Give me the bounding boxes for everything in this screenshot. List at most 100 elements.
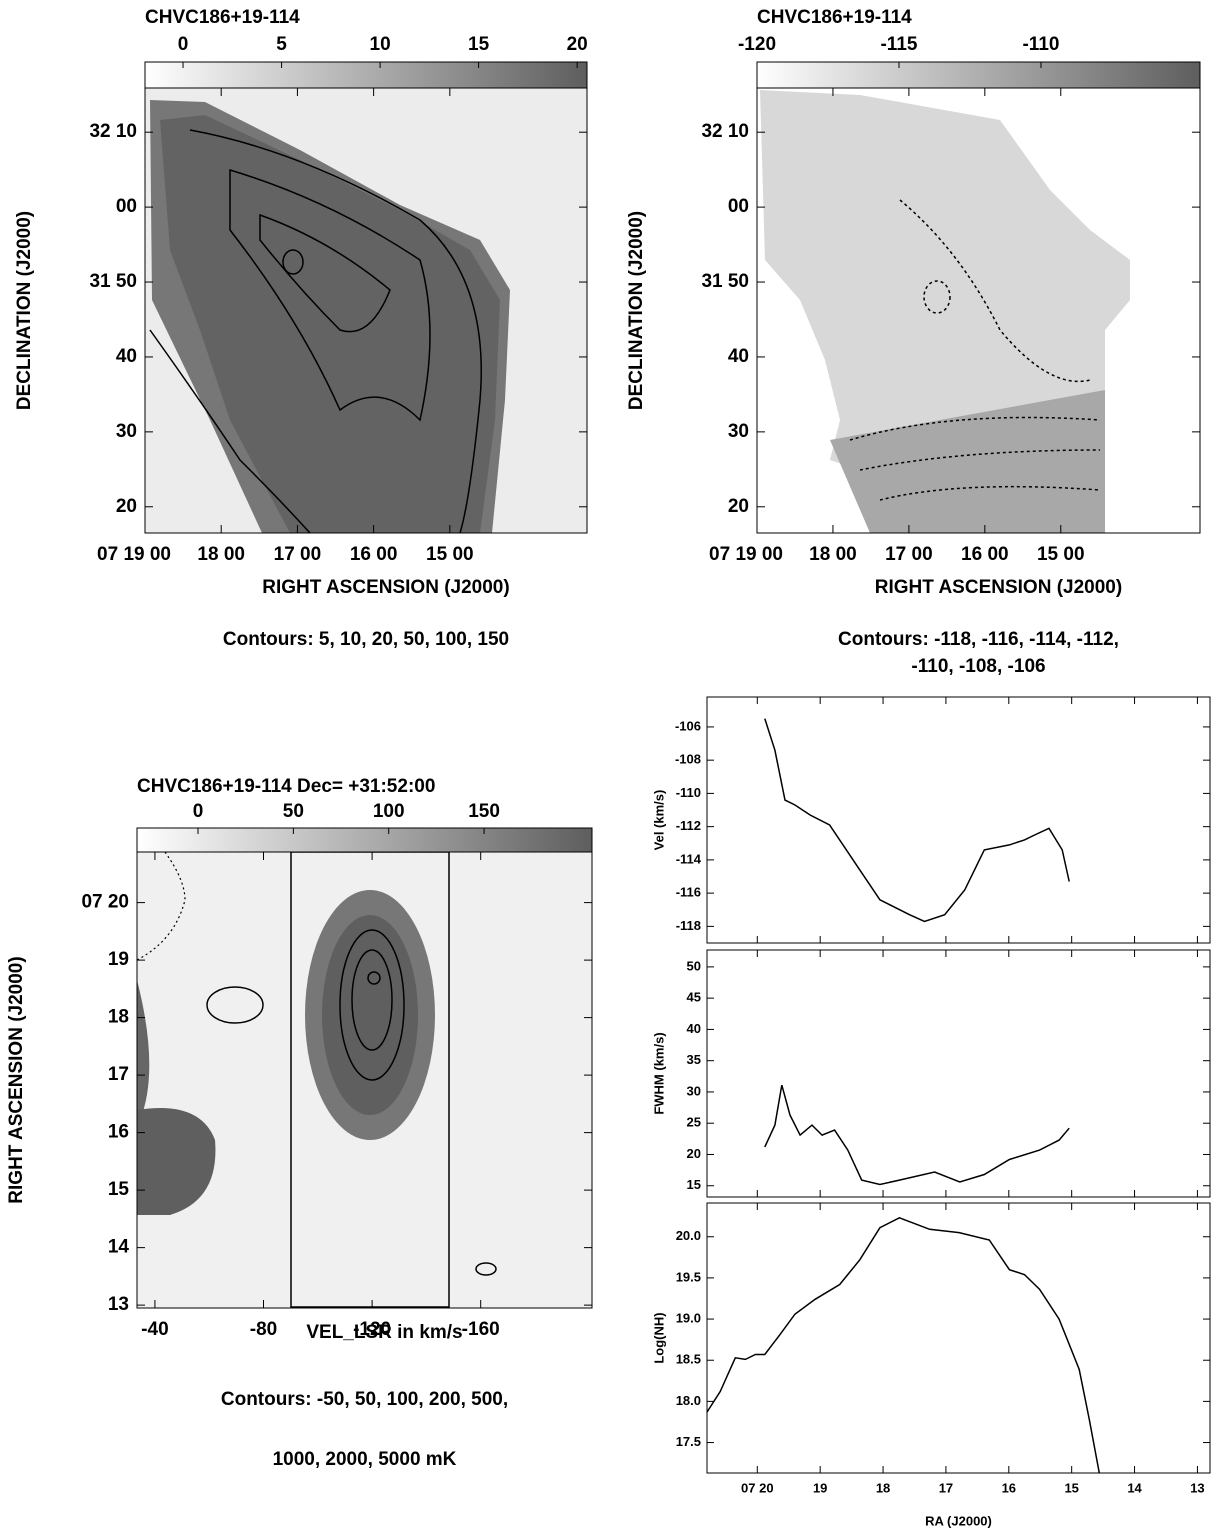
colorbar (756, 61, 1201, 89)
plot-frame (706, 949, 1211, 1198)
colorbar-tick-label: 10 (370, 34, 391, 55)
colorbar (144, 61, 588, 89)
colorbar-tick-label: 150 (468, 801, 500, 822)
x-axis-label: VEL_LSR in km/s (306, 1322, 462, 1343)
plot-frame (756, 87, 1201, 534)
y-tick-label: -114 (676, 851, 702, 866)
y-tick-label: 31 50 (701, 271, 749, 292)
y-tick-label: 40 (728, 346, 749, 367)
colorbar-tick-label: -120 (738, 34, 776, 55)
colorbar-tick-label: 5 (276, 34, 287, 55)
plot-frame (136, 851, 593, 1309)
y-tick-label: 30 (728, 421, 749, 442)
data-line (764, 718, 1070, 923)
y-axis-label: DECLINATION (J2000) (14, 211, 35, 410)
y-tick-label: 25 (687, 1115, 701, 1130)
colorbar-tick-label: 100 (373, 801, 405, 822)
colorbar-tick-label: -110 (1022, 34, 1059, 55)
x-tick-label: -160 (462, 1319, 500, 1340)
y-tick-label: 20 (687, 1146, 701, 1161)
x-tick-label: 13 (1190, 1480, 1204, 1495)
plot-frame (706, 1202, 1211, 1474)
x-tick-label: -120 (353, 1319, 391, 1340)
colorbar-tick-label: 20 (567, 34, 588, 55)
x-axis-label: RIGHT ASCENSION (J2000) (875, 577, 1122, 598)
x-tick-label: 19 (813, 1480, 827, 1495)
y-tick-label: 45 (687, 990, 701, 1005)
colorbar-tick-label: 15 (468, 34, 490, 55)
x-tick-label: 15 00 (426, 544, 474, 565)
y-tick-label: -106 (675, 718, 701, 733)
y-tick-label: -116 (676, 885, 701, 900)
y-tick-label: -118 (676, 918, 701, 933)
y-tick-label: 19 (108, 949, 129, 970)
x-tick-label: 15 00 (1037, 544, 1085, 565)
caption: Contours: 5, 10, 20, 50, 100, 150 (223, 629, 509, 650)
y-axis-label: Vel (km/s) (651, 790, 666, 851)
x-tick-label: 07 19 00 (709, 544, 783, 565)
colorbar (136, 827, 593, 853)
y-tick-label: -108 (675, 752, 701, 767)
y-tick-label: 13 (108, 1294, 129, 1315)
y-axis-label: DECLINATION (J2000) (626, 211, 647, 410)
y-tick-label: 35 (687, 1052, 701, 1067)
y-axis-label: FWHM (km/s) (651, 1032, 666, 1114)
data-line (764, 1084, 1070, 1186)
y-tick-label: 15 (108, 1179, 130, 1200)
colorbar-tick-label: 0 (178, 34, 189, 55)
y-axis-label: Log(NH) (651, 1312, 666, 1363)
x-tick-label: 15 (1064, 1480, 1078, 1495)
x-tick-label: 07 20 (741, 1480, 774, 1495)
colorbar-tick-label: -115 (880, 34, 917, 55)
x-tick-label: 16 (1002, 1480, 1016, 1495)
y-tick-label: 16 (108, 1122, 129, 1143)
y-tick-label: 18 (108, 1007, 129, 1028)
chart-title: CHVC186+19-114 Dec= +31:52:00 (137, 776, 435, 797)
y-tick-label: 40 (687, 1021, 701, 1036)
y-tick-label: 00 (728, 196, 749, 217)
y-tick-label: 17 (108, 1064, 129, 1085)
y-tick-label: 40 (116, 346, 137, 367)
y-tick-label: 30 (687, 1083, 701, 1098)
y-tick-label: 14 (108, 1237, 130, 1258)
x-tick-label: 17 00 (885, 544, 933, 565)
y-tick-label: 17.5 (676, 1434, 701, 1449)
x-tick-label: 17 00 (274, 544, 322, 565)
y-tick-label: 32 10 (701, 121, 749, 142)
y-tick-label: 31 50 (89, 271, 137, 292)
y-tick-label: -110 (676, 785, 701, 800)
chart-title: CHVC186+19-114 (145, 7, 300, 28)
y-tick-label: 18.5 (676, 1352, 701, 1367)
x-tick-label: 18 00 (809, 544, 857, 565)
y-tick-label: 20.0 (676, 1228, 701, 1243)
plot-frame (144, 87, 588, 534)
x-tick-label: 16 00 (350, 544, 398, 565)
x-tick-label: 16 00 (961, 544, 1009, 565)
caption: -110, -108, -106 (911, 656, 1045, 677)
plot-frame (706, 696, 1211, 944)
data-line (706, 1216, 1101, 1474)
x-tick-label: 07 19 00 (97, 544, 171, 565)
x-tick-label: 18 00 (197, 544, 245, 565)
y-tick-label: -112 (676, 818, 701, 833)
y-tick-label: 07 20 (81, 892, 129, 913)
y-tick-label: 30 (116, 421, 137, 442)
x-tick-label: -40 (141, 1319, 168, 1340)
y-tick-label: 20 (116, 496, 137, 517)
x-axis-label: RA (J2000) (925, 1513, 992, 1528)
x-tick-label: 17 (939, 1480, 953, 1495)
y-tick-label: 19.5 (676, 1269, 701, 1284)
y-tick-label: 15 (687, 1177, 701, 1192)
y-tick-label: 18.0 (676, 1393, 701, 1408)
chart-title: CHVC186+19-114 (757, 7, 912, 28)
x-tick-label: 18 (876, 1480, 890, 1495)
caption: Contours: -118, -116, -114, -112, (838, 629, 1119, 650)
caption: Contours: -50, 50, 100, 200, 500, (221, 1389, 508, 1410)
y-tick-label: 00 (116, 196, 137, 217)
x-tick-label: -80 (250, 1319, 277, 1340)
x-tick-label: 14 (1127, 1480, 1142, 1495)
colorbar-tick-label: 0 (193, 801, 204, 822)
y-tick-label: 50 (687, 958, 701, 973)
caption: 1000, 2000, 5000 mK (273, 1449, 457, 1470)
